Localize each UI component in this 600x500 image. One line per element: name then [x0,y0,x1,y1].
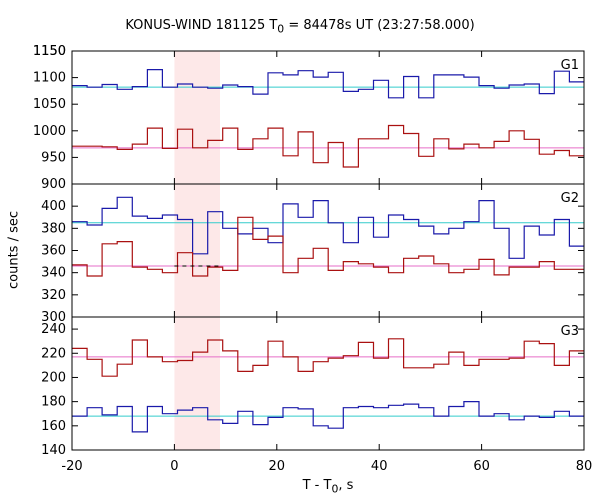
panel-g1-series-hard [72,124,584,168]
xtick-label: -20 [61,459,82,474]
panel-g2-label: G2 [561,191,579,206]
panel-g3-label: G3 [561,324,579,339]
panel-g1-ytick-label: 950 [41,150,66,165]
panel-g1-frame [71,50,585,185]
panel-g3-series-soft [72,401,584,433]
panel-g2-ytick-label: 300 [41,310,66,325]
panel-g3-ytick-label: 220 [41,346,66,361]
panel-g3-ytick-label: 160 [41,419,66,434]
panel-g3-ytick-label: 140 [41,443,66,458]
panel-g2-ytick-label: 400 [41,199,66,214]
chart-title: KONUS-WIND 181125 T0 = 84478s UT (23:27:… [125,18,475,36]
panel-g1-ytick-label: 1050 [33,97,66,112]
panel-g2-ytick-label: 380 [41,221,66,236]
xtick-label: 80 [576,459,593,474]
x-axis-label: T - T0, s [302,478,354,496]
panel-g3-ytick-label: 240 [41,322,66,337]
panel-g2-ytick-label: 320 [41,288,66,303]
panel-g1-ytick-label: 1150 [33,44,66,59]
panel-g2-series-hard [72,216,584,277]
panel-g2-ytick-label: 360 [41,244,66,259]
panel-g2-series-soft [72,196,584,259]
xtick-label: 40 [371,459,388,474]
panel-g3-series-hard [72,338,584,377]
panel-g2-ytick-label: 340 [41,266,66,281]
xtick-label: 20 [269,459,286,474]
xtick-label: 0 [170,459,178,474]
panel-g1-label: G1 [561,58,579,73]
panel-g1-ytick-label: 900 [41,177,66,192]
shaded-interval [174,51,220,450]
panel-g1-ytick-label: 1100 [33,71,66,86]
panel-g1-ytick-label: 1000 [33,124,66,139]
panel-g1-ytick-label: 1150 [33,44,66,59]
xtick-label: 60 [473,459,490,474]
panel-g3-frame [71,316,585,451]
panel-g3-ytick-label: 200 [41,370,66,385]
panel-g1-series-soft [72,69,584,99]
panel-g3-ytick-label: 180 [41,395,66,410]
